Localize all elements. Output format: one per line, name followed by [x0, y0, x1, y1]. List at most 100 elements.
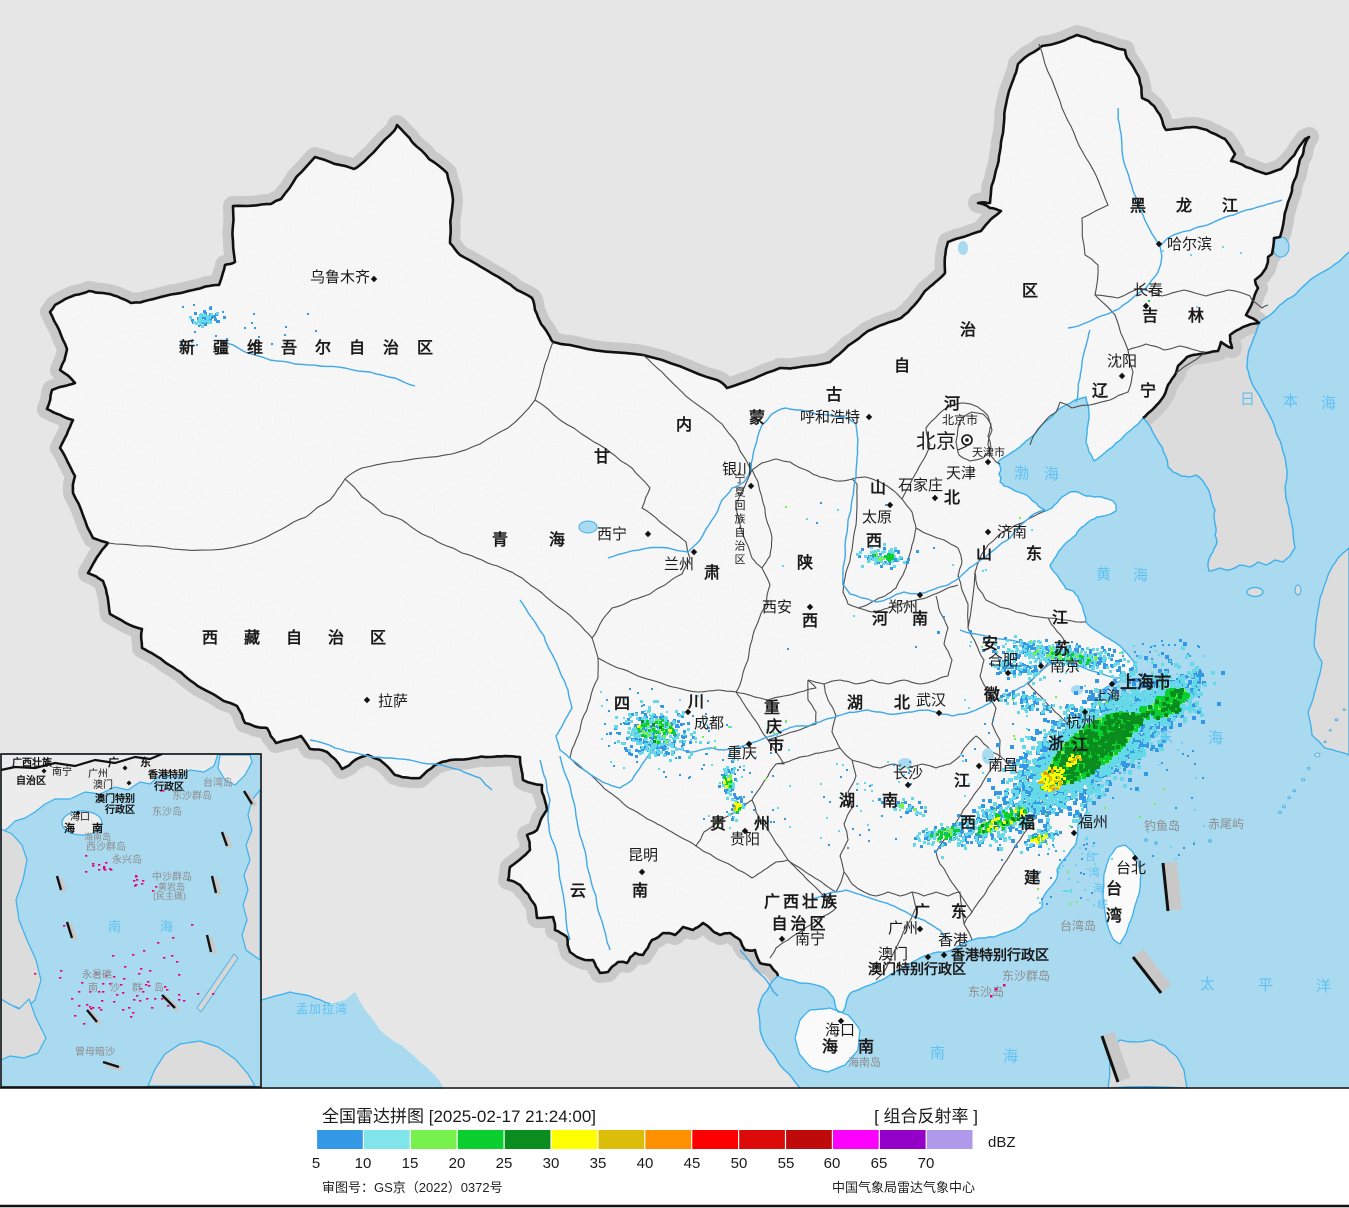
svg-text:南昌: 南昌 — [988, 757, 1018, 774]
svg-text:黄: 黄 — [1096, 566, 1111, 583]
svg-text:肃: 肃 — [704, 564, 720, 582]
svg-text:行政区: 行政区 — [104, 803, 135, 816]
svg-text:南: 南 — [930, 1045, 945, 1062]
svg-text:钓鱼岛: 钓鱼岛 — [1144, 818, 1180, 833]
svg-text:澳门: 澳门 — [878, 946, 908, 963]
svg-text:洋: 洋 — [1316, 978, 1331, 995]
svg-text:50: 50 — [731, 1155, 748, 1172]
svg-text:区: 区 — [735, 554, 746, 566]
svg-text:南: 南 — [882, 791, 898, 810]
svg-text:宁: 宁 — [1140, 381, 1156, 400]
svg-text:甘: 甘 — [594, 448, 610, 466]
svg-text:海: 海 — [1003, 1048, 1018, 1065]
svg-text:审图号：GS京（2022）0372号: 审图号：GS京（2022）0372号 — [322, 1180, 503, 1195]
svg-text:台湾岛: 台湾岛 — [203, 776, 233, 789]
svg-text:东沙群岛: 东沙群岛 — [1002, 968, 1050, 983]
svg-text:福州: 福州 — [1078, 814, 1108, 831]
svg-text:北: 北 — [894, 694, 910, 712]
svg-text:夏: 夏 — [735, 486, 746, 499]
svg-text:维: 维 — [247, 338, 263, 357]
svg-text:州: 州 — [753, 815, 770, 833]
svg-text:澳门特别行政区: 澳门特别行政区 — [868, 961, 966, 977]
svg-text:西: 西 — [802, 612, 818, 630]
svg-text:湾: 湾 — [1089, 865, 1100, 879]
svg-text:郑州: 郑州 — [888, 599, 918, 616]
svg-text:南京: 南京 — [1050, 658, 1080, 675]
svg-text:行政区: 行政区 — [153, 780, 184, 793]
svg-text:平: 平 — [1258, 977, 1273, 994]
svg-text:海: 海 — [1093, 881, 1104, 895]
svg-text:重庆: 重庆 — [727, 745, 757, 762]
svg-text:林: 林 — [1188, 306, 1204, 325]
svg-text:全国雷达拼图 [2025-02-17 21:24:00]: 全国雷达拼图 [2025-02-17 21:24:00] — [322, 1107, 596, 1126]
svg-text:赤尾屿: 赤尾屿 — [1208, 817, 1244, 831]
svg-text:上海市: 上海市 — [1120, 672, 1171, 692]
svg-text:40: 40 — [637, 1155, 654, 1172]
svg-text:广西壮族: 广西壮族 — [12, 756, 53, 769]
svg-text:青: 青 — [492, 530, 508, 549]
svg-text:山: 山 — [976, 545, 992, 563]
svg-text:澳门特别: 澳门特别 — [95, 792, 135, 805]
svg-text:自: 自 — [286, 628, 302, 647]
svg-text:海: 海 — [1133, 567, 1148, 584]
svg-text:杭州: 杭州 — [1066, 714, 1096, 731]
svg-text:东沙群岛: 东沙群岛 — [172, 789, 212, 802]
svg-text:宁: 宁 — [735, 471, 746, 485]
svg-text:澳门: 澳门 — [93, 778, 113, 791]
svg-text:天津市: 天津市 — [972, 445, 1005, 459]
svg-text:治: 治 — [960, 320, 976, 339]
svg-text:吾: 吾 — [281, 339, 297, 357]
svg-text:区: 区 — [417, 339, 433, 357]
svg-text:尔: 尔 — [315, 338, 331, 357]
svg-text:哈尔滨: 哈尔滨 — [1167, 236, 1212, 253]
svg-text:湖: 湖 — [839, 792, 855, 810]
svg-text:辽: 辽 — [1092, 382, 1109, 400]
svg-text:广: 广 — [914, 902, 930, 921]
svg-text:云: 云 — [570, 883, 586, 900]
svg-text:陕: 陕 — [797, 553, 813, 572]
svg-text:银川: 银川 — [722, 461, 752, 478]
svg-text:长沙: 长沙 — [893, 765, 923, 782]
svg-text:兰州: 兰州 — [664, 556, 694, 573]
svg-text:65: 65 — [871, 1155, 888, 1172]
svg-text:江: 江 — [1222, 197, 1238, 215]
svg-text:沙: 沙 — [110, 982, 120, 994]
svg-text:岛: 岛 — [154, 981, 164, 994]
svg-text:四: 四 — [614, 696, 630, 713]
svg-text:自: 自 — [894, 356, 910, 375]
svg-text:本: 本 — [1283, 393, 1298, 410]
svg-text:60: 60 — [824, 1155, 841, 1172]
svg-text:峡: 峡 — [1097, 897, 1108, 911]
svg-text:合肥: 合肥 — [988, 652, 1018, 669]
svg-text:重: 重 — [764, 698, 780, 717]
svg-text:治: 治 — [328, 628, 344, 647]
svg-text:太: 太 — [1200, 976, 1215, 993]
svg-text:西安: 西安 — [762, 599, 792, 616]
svg-text:东: 东 — [951, 902, 967, 921]
svg-text:南: 南 — [92, 821, 103, 835]
svg-text:河: 河 — [944, 394, 960, 413]
svg-text:海南岛: 海南岛 — [848, 1055, 881, 1069]
svg-text:台湾岛: 台湾岛 — [1060, 918, 1096, 933]
svg-text:台: 台 — [1085, 849, 1096, 863]
svg-text:自: 自 — [349, 338, 365, 357]
svg-text:湖: 湖 — [847, 694, 863, 712]
svg-text:海: 海 — [549, 530, 565, 549]
svg-text:南: 南 — [632, 881, 648, 900]
svg-text:拉萨: 拉萨 — [378, 693, 408, 710]
svg-text:东: 东 — [1158, 729, 1173, 746]
svg-text:广西壮族: 广西壮族 — [764, 892, 840, 911]
svg-text:南: 南 — [858, 1037, 874, 1056]
svg-text:海口: 海口 — [70, 810, 90, 823]
svg-text:30: 30 — [543, 1155, 560, 1172]
svg-text:吉: 吉 — [1142, 306, 1158, 325]
svg-text:海口: 海口 — [825, 1022, 855, 1039]
svg-text:济南: 济南 — [997, 524, 1027, 541]
svg-text:区: 区 — [1022, 282, 1038, 300]
svg-text:孟加拉湾: 孟加拉湾 — [296, 1001, 348, 1016]
svg-text:昆明: 昆明 — [628, 847, 658, 864]
svg-text:东: 东 — [1026, 544, 1042, 563]
svg-text:南: 南 — [912, 609, 928, 628]
svg-text:东沙岛: 东沙岛 — [968, 984, 1004, 999]
svg-text:治: 治 — [735, 539, 746, 553]
